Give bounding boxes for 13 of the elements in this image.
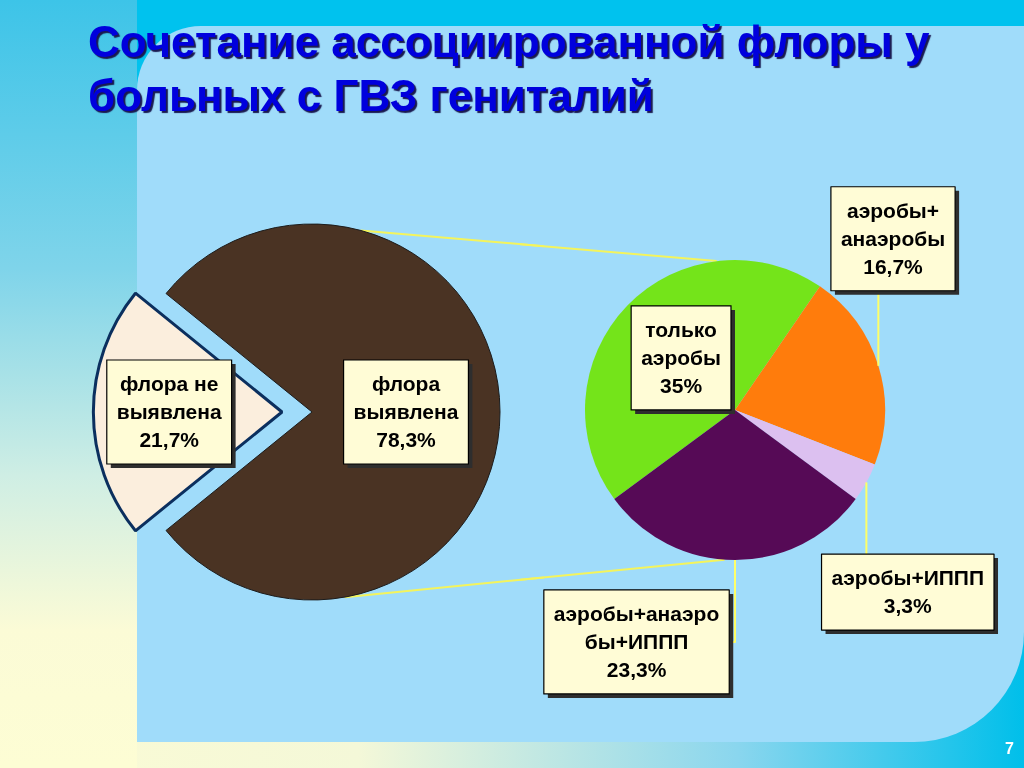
slice-label: аэробы+анаэробы <box>840 198 946 250</box>
slice-label: только аэробы <box>641 317 721 369</box>
data-label: 23,3% <box>606 657 667 681</box>
data-label: 78,3% <box>376 427 437 451</box>
text: 7 <box>1005 740 1014 758</box>
data-label: 21,7% <box>139 427 200 451</box>
data-label: 16,7% <box>863 254 924 278</box>
slice-label: аэробы+анаэробы+ИППП <box>553 601 720 653</box>
data-label: 35% <box>660 373 703 397</box>
slice-label: флора выявлена <box>353 371 459 423</box>
slice-label: флора не выявлена <box>116 371 222 423</box>
slice-label: аэробы+ИППП <box>831 565 985 589</box>
data-label: 3,3% <box>883 593 933 617</box>
